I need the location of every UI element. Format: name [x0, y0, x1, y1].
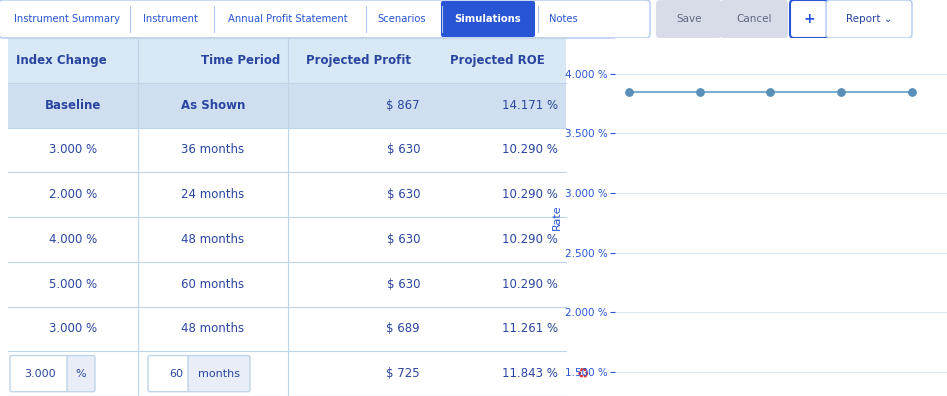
Text: 36 months: 36 months — [182, 143, 244, 156]
Point — [763, 89, 778, 95]
Text: $ 630: $ 630 — [386, 143, 420, 156]
Text: Scenarios: Scenarios — [378, 14, 426, 24]
Text: ♻: ♻ — [577, 367, 589, 381]
Text: 48 months: 48 months — [182, 233, 244, 246]
FancyBboxPatch shape — [656, 0, 722, 38]
Text: Projected ROE: Projected ROE — [450, 54, 545, 67]
Text: Cancel: Cancel — [736, 14, 772, 24]
Text: Report ⌄: Report ⌄ — [846, 14, 892, 24]
Text: Save: Save — [676, 14, 702, 24]
Point — [692, 89, 707, 95]
Text: +: + — [803, 12, 814, 26]
Text: $ 630: $ 630 — [386, 188, 420, 201]
Text: 3.000: 3.000 — [24, 369, 55, 379]
Point — [833, 89, 849, 95]
Text: 5.000 %: 5.000 % — [49, 278, 97, 291]
Y-axis label: Rate: Rate — [552, 204, 562, 230]
FancyBboxPatch shape — [790, 0, 828, 38]
Text: 3.000 %: 3.000 % — [49, 322, 97, 335]
Text: Instrument Summary: Instrument Summary — [14, 14, 120, 24]
Bar — [8, 351, 566, 396]
FancyBboxPatch shape — [720, 0, 788, 38]
Text: 3.000 %: 3.000 % — [49, 143, 97, 156]
Text: Baseline: Baseline — [45, 99, 101, 112]
Text: As Shown: As Shown — [181, 99, 245, 112]
FancyBboxPatch shape — [67, 356, 95, 392]
Text: Time Period: Time Period — [201, 54, 280, 67]
Text: $ 689: $ 689 — [386, 322, 420, 335]
Bar — [8, 217, 566, 262]
Text: 11.843 %: 11.843 % — [502, 367, 558, 380]
Text: 14.171 %: 14.171 % — [502, 99, 558, 112]
Bar — [8, 262, 566, 307]
Text: Index Change: Index Change — [16, 54, 107, 67]
FancyBboxPatch shape — [441, 1, 535, 37]
Point — [904, 89, 920, 95]
Bar — [8, 307, 566, 351]
Text: Projected Profit: Projected Profit — [306, 54, 410, 67]
Text: 11.261 %: 11.261 % — [502, 322, 558, 335]
Text: 60 months: 60 months — [182, 278, 244, 291]
Bar — [8, 38, 566, 83]
FancyBboxPatch shape — [826, 0, 912, 38]
Text: 48 months: 48 months — [182, 322, 244, 335]
Bar — [8, 128, 566, 172]
Text: 10.290 %: 10.290 % — [502, 188, 558, 201]
Bar — [8, 83, 566, 128]
Point — [621, 89, 636, 95]
Text: Annual Profit Statement: Annual Profit Statement — [228, 14, 348, 24]
Text: 10.290 %: 10.290 % — [502, 143, 558, 156]
Text: $ 630: $ 630 — [386, 233, 420, 246]
FancyBboxPatch shape — [10, 356, 69, 392]
Text: Simulations: Simulations — [455, 14, 521, 24]
FancyBboxPatch shape — [148, 356, 190, 392]
Text: 4.000 %: 4.000 % — [49, 233, 98, 246]
Text: %: % — [76, 369, 86, 379]
Text: Notes: Notes — [548, 14, 578, 24]
Text: 2.000 %: 2.000 % — [49, 188, 98, 201]
Text: 60: 60 — [169, 369, 183, 379]
Text: $ 630: $ 630 — [386, 278, 420, 291]
FancyBboxPatch shape — [188, 356, 250, 392]
Text: $ 725: $ 725 — [386, 367, 420, 380]
Bar — [8, 172, 566, 217]
Text: 10.290 %: 10.290 % — [502, 278, 558, 291]
Text: 10.290 %: 10.290 % — [502, 233, 558, 246]
Text: $ 867: $ 867 — [386, 99, 420, 112]
FancyBboxPatch shape — [0, 0, 650, 38]
Text: Instrument: Instrument — [143, 14, 197, 24]
Text: months: months — [198, 369, 240, 379]
Text: 24 months: 24 months — [182, 188, 244, 201]
